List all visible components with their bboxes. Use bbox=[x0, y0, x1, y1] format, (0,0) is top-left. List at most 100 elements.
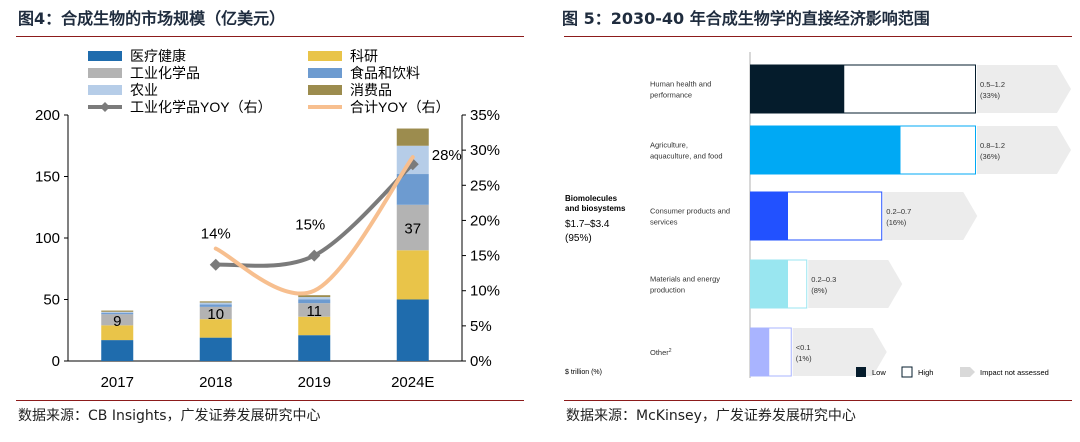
bar-segment bbox=[298, 335, 331, 361]
market-size-figure: 图4：合成生物的市场规模（亿美元） 0 50 100 150 200 0% 5% 10% 15%… bbox=[0, 0, 532, 442]
not-assessed-chevron bbox=[883, 192, 978, 240]
legend-swatch bbox=[308, 51, 342, 61]
footnote-marker: 2 bbox=[669, 348, 672, 354]
bar-segment bbox=[396, 174, 429, 205]
figure5-title: 图 5：2030-40 年合成生物学的直接经济影响范围 bbox=[562, 9, 930, 28]
range-value-label: 0.8–1.2 bbox=[980, 141, 1005, 150]
bar-segment bbox=[101, 311, 134, 314]
legend-low-label: Low bbox=[872, 368, 886, 377]
bar-segment bbox=[101, 313, 134, 315]
bar-segment bbox=[199, 306, 232, 320]
range-share-label: (1%) bbox=[796, 354, 812, 363]
bar-segment bbox=[199, 302, 232, 305]
not-assessed-chevron bbox=[977, 126, 1071, 174]
not-assessed-chevron bbox=[977, 65, 1071, 113]
line-data-label: 28% bbox=[432, 147, 462, 164]
range-share-label: (36%) bbox=[980, 152, 1001, 161]
y-tick-label: 0 bbox=[52, 353, 60, 370]
legend-label: 合计YOY（右） bbox=[350, 99, 450, 115]
legend-high-label: High bbox=[918, 368, 933, 377]
bar-segment bbox=[396, 250, 429, 300]
category-label: production bbox=[650, 286, 685, 295]
bar-segment bbox=[396, 128, 429, 146]
legend-high-swatch bbox=[901, 366, 913, 378]
legend-swatch bbox=[88, 85, 122, 95]
legend-label: 工业化学品 bbox=[130, 65, 200, 81]
legend-swatch bbox=[88, 51, 122, 61]
bar-segment bbox=[101, 325, 134, 341]
figure5-source: 数据来源：McKinsey，广发证券发展研究中心 bbox=[566, 408, 856, 424]
category-label: Consumer products and bbox=[650, 207, 730, 216]
y2-tick-label: 30% bbox=[470, 142, 500, 159]
range-share-label: (8%) bbox=[811, 286, 827, 295]
x-tick-label: 2017 bbox=[101, 374, 134, 391]
bar-segment bbox=[101, 340, 134, 361]
range-value-label: 0.5–1.2 bbox=[980, 80, 1005, 89]
y2-tick-label: 35% bbox=[470, 107, 500, 124]
summary-line2: and biosystems bbox=[565, 204, 626, 213]
figure4-title: 图4：合成生物的市场规模（亿美元） bbox=[18, 9, 286, 28]
figure4-title-rule bbox=[16, 36, 524, 37]
bar-data-label: 37 bbox=[404, 221, 421, 238]
y2-tick-label: 15% bbox=[470, 248, 500, 265]
y-tick-label: 150 bbox=[35, 169, 60, 186]
y2-tick-label: 0% bbox=[470, 353, 492, 370]
category-label: Agriculture, bbox=[650, 141, 688, 150]
y-tick-label: 50 bbox=[43, 292, 60, 309]
range-value-label: <0.1 bbox=[796, 343, 811, 352]
legend-swatch bbox=[308, 85, 342, 95]
bar-segment bbox=[199, 301, 232, 303]
legend-low-swatch bbox=[856, 367, 866, 377]
category-label: services bbox=[650, 218, 678, 227]
low-range-bar bbox=[750, 65, 845, 113]
bar-segment bbox=[101, 310, 134, 312]
low-range-bar bbox=[750, 328, 770, 376]
bar-segment bbox=[396, 299, 429, 361]
bar-segment bbox=[298, 295, 331, 298]
range-value-label: 0.2–0.7 bbox=[886, 207, 911, 216]
bar-segment bbox=[199, 319, 232, 338]
figure5-title-rule bbox=[564, 36, 1072, 37]
unit-label: $ trillion (%) bbox=[565, 369, 602, 376]
line-data-label: 14% bbox=[201, 226, 231, 243]
range-share-label: (33%) bbox=[980, 91, 1001, 100]
bar-segment bbox=[298, 303, 331, 317]
y2-tick-label: 5% bbox=[470, 318, 492, 335]
legend-swatch bbox=[308, 68, 342, 78]
total-yoy-line bbox=[213, 155, 415, 296]
category-label: Other2 bbox=[650, 348, 672, 357]
summary-range: $1.7–$3.4 bbox=[565, 219, 610, 230]
legend-label: 工业化学品YOY（右） bbox=[130, 99, 272, 115]
not-assessed-chevron bbox=[792, 328, 887, 376]
figure5-source-rule bbox=[564, 400, 1072, 401]
legend-marker bbox=[100, 102, 110, 112]
x-tick-label: 2019 bbox=[298, 374, 331, 391]
category-label: Materials and energy bbox=[650, 275, 720, 284]
bar-segment bbox=[199, 337, 232, 361]
chem-yoy-marker bbox=[209, 258, 222, 271]
legend-label: 科研 bbox=[350, 48, 378, 64]
range-value-label: 0.2–0.3 bbox=[811, 275, 836, 284]
legend-swatch bbox=[88, 68, 122, 78]
low-range-bar bbox=[750, 192, 788, 240]
y-tick-label: 200 bbox=[35, 107, 60, 124]
legend-not-assessed-label: Impact not assessed bbox=[980, 368, 1049, 377]
figure4-source-rule bbox=[16, 400, 524, 401]
bar-segment bbox=[298, 316, 331, 336]
legend-label: 消费品 bbox=[350, 82, 392, 98]
bar-data-label: 9 bbox=[113, 313, 121, 330]
market-size-chart: 0 50 100 150 200 0% 5% 10% 15% 20% 25% 30% 35% 2017 20… bbox=[35, 48, 500, 391]
economic-impact-figure: 图 5：2030-40 年合成生物学的直接经济影响范围 Biomolecules… bbox=[548, 0, 1080, 442]
y-tick-label: 100 bbox=[35, 230, 60, 247]
not-assessed-chevron bbox=[808, 260, 903, 308]
line-data-label: 15% bbox=[295, 217, 325, 234]
x-tick-label: 2024E bbox=[391, 374, 434, 391]
y2-tick-label: 10% bbox=[470, 283, 500, 300]
summary-line1: Biomolecules bbox=[565, 194, 618, 203]
legend-not-assessed-swatch bbox=[960, 367, 975, 377]
category-label: Human health and bbox=[650, 80, 711, 89]
category-label: aquaculture, and food bbox=[650, 152, 723, 161]
low-range-bar bbox=[750, 260, 788, 308]
low-range-bar bbox=[750, 126, 901, 174]
